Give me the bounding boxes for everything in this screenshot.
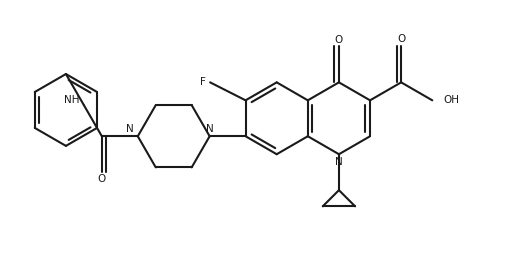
Text: NH: NH [64,95,80,105]
Text: O: O [98,174,106,184]
Text: F: F [200,77,206,87]
Text: N: N [335,157,343,167]
Text: O: O [335,35,343,45]
Text: OH: OH [443,95,459,105]
Text: N: N [125,124,134,134]
Text: N: N [206,124,213,134]
Text: O: O [397,34,405,44]
